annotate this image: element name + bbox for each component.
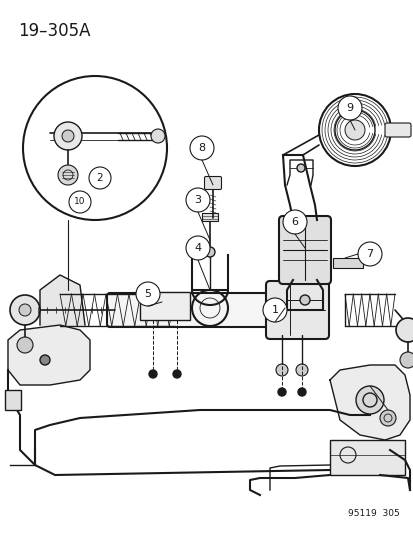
Text: 8: 8 [198, 143, 205, 153]
Circle shape [275, 364, 287, 376]
Circle shape [10, 295, 40, 325]
Circle shape [89, 167, 111, 189]
FancyBboxPatch shape [204, 176, 221, 190]
Circle shape [151, 129, 165, 143]
Circle shape [379, 410, 395, 426]
Circle shape [357, 242, 381, 266]
Circle shape [185, 236, 209, 260]
FancyBboxPatch shape [107, 293, 297, 327]
Circle shape [136, 282, 159, 306]
Bar [140, 292, 190, 320]
Circle shape [282, 210, 306, 234]
Circle shape [185, 188, 209, 212]
Text: 10: 10 [74, 198, 85, 206]
Circle shape [23, 76, 166, 220]
FancyBboxPatch shape [384, 123, 410, 137]
Circle shape [299, 295, 309, 305]
Text: 4: 4 [194, 243, 201, 253]
Circle shape [149, 370, 157, 378]
Circle shape [296, 164, 304, 172]
Polygon shape [8, 325, 90, 385]
Circle shape [277, 388, 285, 396]
Circle shape [337, 96, 361, 120]
Text: 19–305A: 19–305A [18, 22, 90, 40]
Text: 1: 1 [271, 305, 278, 315]
Circle shape [69, 191, 91, 213]
Text: 95119  305: 95119 305 [347, 509, 399, 518]
Circle shape [344, 120, 364, 140]
FancyBboxPatch shape [329, 440, 404, 475]
Circle shape [54, 122, 82, 150]
Bar [332, 258, 362, 268]
Circle shape [399, 352, 413, 368]
Circle shape [262, 298, 286, 322]
Circle shape [395, 318, 413, 342]
Circle shape [173, 370, 180, 378]
Text: 9: 9 [346, 103, 353, 113]
Circle shape [297, 388, 305, 396]
Bar [5, 390, 21, 410]
Circle shape [355, 386, 383, 414]
Polygon shape [40, 275, 85, 325]
Text: 2: 2 [97, 173, 103, 183]
Polygon shape [329, 365, 409, 440]
Text: 6: 6 [291, 217, 298, 227]
FancyBboxPatch shape [266, 281, 328, 339]
Circle shape [58, 165, 78, 185]
Circle shape [17, 337, 33, 353]
Text: 3: 3 [194, 195, 201, 205]
Circle shape [204, 247, 214, 257]
FancyBboxPatch shape [278, 216, 330, 284]
Circle shape [62, 130, 74, 142]
Circle shape [19, 304, 31, 316]
Text: 7: 7 [366, 249, 373, 259]
Text: 5: 5 [144, 289, 151, 299]
Circle shape [190, 136, 214, 160]
Bar [202, 213, 218, 221]
Circle shape [40, 355, 50, 365]
Circle shape [295, 364, 307, 376]
